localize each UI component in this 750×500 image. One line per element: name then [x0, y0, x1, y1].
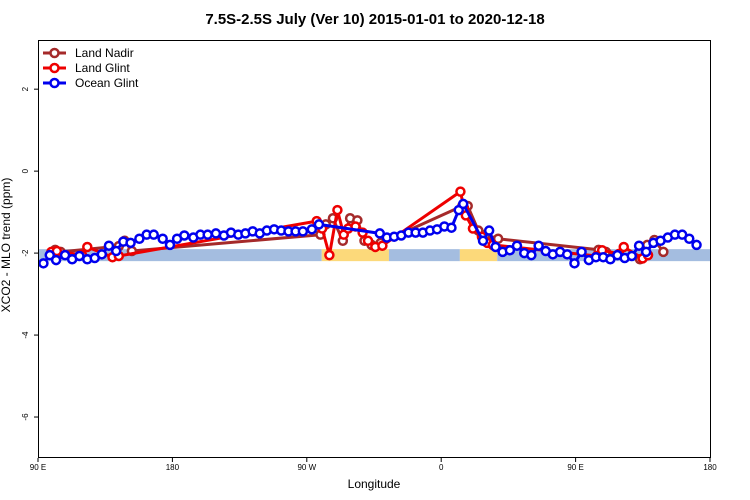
- x-tick-label: 90 W: [297, 463, 316, 472]
- land-glint-point: [362, 235, 374, 247]
- legend-item-land-nadir: Land Nadir: [43, 46, 134, 60]
- ocean-glint-point: [50, 254, 62, 266]
- ocean-glint-point: [626, 250, 638, 262]
- ocean-glint-point: [96, 249, 108, 260]
- chart-title: 7.5S-2.5S July (Ver 10) 2015-01-01 to 20…: [205, 11, 544, 28]
- legend-marker: [49, 77, 60, 89]
- ocean-glint-point: [561, 249, 573, 260]
- land-glint-point: [618, 241, 630, 253]
- x-tick-label: 0: [439, 463, 444, 472]
- ocean-glint-point: [640, 246, 652, 258]
- ocean-glint-point: [210, 228, 222, 239]
- legend-label: Land Glint: [75, 61, 130, 75]
- ocean-glint-point: [297, 226, 309, 237]
- ocean-glint-point: [691, 239, 702, 251]
- land-glint-point: [82, 241, 93, 253]
- y-tick-label: -6: [21, 413, 30, 421]
- ocean-glint-point: [306, 224, 318, 235]
- land-glint-point: [332, 204, 343, 216]
- ocean-glint-point: [103, 240, 115, 251]
- x-tick-label: 180: [703, 463, 717, 472]
- legend-item-land-glint: Land Glint: [43, 61, 130, 75]
- land-glint-point: [455, 186, 466, 197]
- land-nadir-point: [658, 246, 669, 258]
- surface-band-land: [459, 249, 498, 262]
- x-tick-label: 90 E: [30, 463, 46, 472]
- surface-band-ocean: [388, 249, 460, 262]
- ocean-glint-point: [511, 240, 523, 251]
- x-axis-label: Longitude: [348, 477, 401, 491]
- plot-frame: [38, 40, 711, 458]
- legend-label: Ocean Glint: [75, 76, 139, 90]
- ocean-glint-point: [148, 229, 159, 240]
- ocean-glint-point: [157, 233, 168, 245]
- x-axis: 90 E 180 90 W 0 90 E 180: [30, 458, 717, 472]
- x-tick-label: 90 E: [567, 463, 583, 472]
- y-axis-label: XCO2 - MLO trend (ppm): [0, 178, 13, 313]
- surface-band-land: [321, 249, 389, 262]
- x-tick-label: 180: [166, 463, 180, 472]
- ocean-glint-point: [633, 240, 645, 251]
- legend-marker: [49, 62, 60, 74]
- y-axis: 2 0 -2 -4 -6: [21, 86, 38, 421]
- y-tick-label: 2: [21, 86, 30, 91]
- legend-marker: [49, 47, 60, 59]
- ocean-glint-point: [38, 258, 49, 269]
- ocean-glint-point: [533, 240, 544, 251]
- y-tick-label: 0: [21, 168, 30, 173]
- ocean-glint-point: [504, 244, 516, 256]
- ocean-glint-point: [202, 229, 213, 240]
- ocean-glint-point: [446, 222, 457, 233]
- ocean-glint-point: [125, 237, 136, 249]
- ocean-glint-point: [490, 241, 501, 253]
- ocean-glint-point: [457, 198, 469, 210]
- land-glint-point: [324, 249, 335, 261]
- ocean-glint-point: [179, 230, 190, 241]
- legend-item-ocean-glint: Ocean Glint: [43, 76, 139, 90]
- ocean-glint-point: [483, 225, 495, 236]
- y-tick-label: -4: [21, 331, 30, 339]
- ocean-glint-point: [526, 249, 537, 261]
- legend-label: Land Nadir: [75, 46, 134, 60]
- plot-series: [38, 186, 702, 269]
- ocean-glint-point: [110, 245, 122, 257]
- ocean-glint-point: [684, 233, 695, 245]
- ocean-glint-point: [477, 235, 489, 247]
- ocean-glint-point: [576, 246, 587, 258]
- ocean-glint-point: [313, 219, 325, 230]
- ocean-glint-point: [164, 239, 176, 251]
- series-ocean-glint: [38, 198, 702, 269]
- y-tick-label: -2: [21, 249, 30, 257]
- land-glint-point: [377, 240, 388, 251]
- ocean-glint-point: [569, 258, 580, 269]
